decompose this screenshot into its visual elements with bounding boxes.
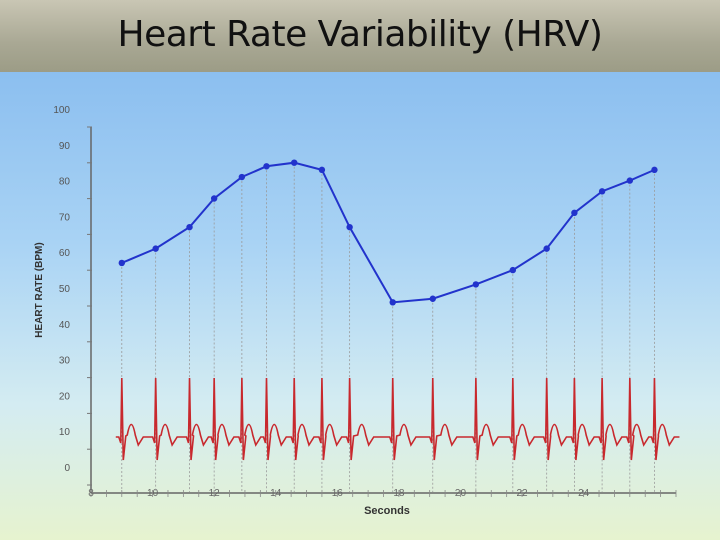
data-point: [651, 166, 658, 174]
data-point: [152, 245, 159, 252]
data-point: [598, 188, 606, 195]
x-tick-label: 8: [88, 488, 94, 499]
y-tick-label: 80: [59, 177, 71, 188]
y-tick-label: 10: [59, 427, 71, 438]
data-point: [389, 299, 396, 306]
x-tick-label: 14: [270, 488, 282, 499]
y-tick-label: 70: [59, 212, 71, 223]
data-point: [626, 177, 634, 184]
title-bar: [0, 0, 720, 72]
data-point: [543, 245, 550, 252]
y-tick-group: 0 10 20 30 40 50 60 70 80 90 100: [53, 105, 92, 486]
slide-title: Heart Rate Variability (HRV): [117, 14, 603, 55]
heart-rate-line: [121, 161, 655, 304]
y-tick-label: 50: [59, 284, 71, 295]
data-point: [210, 195, 218, 202]
data-point: [346, 223, 353, 231]
x-tick-label: 18: [393, 488, 405, 499]
heart-rate-points: [118, 159, 658, 306]
y-tick-label: 0: [64, 463, 70, 474]
y-tick-label: 90: [59, 141, 71, 152]
x-tick-group: 8 10 12 14 16 18 20 22 24: [88, 488, 677, 499]
x-axis-label: Seconds: [364, 505, 410, 517]
data-point: [472, 281, 480, 288]
chart-axes: [90, 127, 676, 494]
drop-lines: [121, 162, 655, 492]
y-tick-label: 100: [53, 105, 70, 116]
y-tick-label: 30: [59, 356, 71, 367]
data-point: [263, 163, 270, 170]
y-tick-label: 40: [59, 320, 71, 331]
data-point: [571, 209, 578, 217]
x-tick-label: 16: [332, 488, 344, 499]
x-tick-label: 12: [209, 488, 221, 499]
x-tick-label: 22: [516, 488, 528, 499]
x-tick-label: 24: [578, 488, 590, 499]
y-axis-label: HEART RATE (BPM): [34, 242, 45, 337]
ecg-trace: [115, 377, 680, 461]
x-tick-label: 20: [455, 488, 467, 499]
y-tick-label: 60: [59, 248, 71, 259]
data-point: [186, 223, 193, 231]
x-tick-label: 10: [147, 488, 159, 499]
data-point: [509, 266, 517, 274]
data-point: [291, 159, 298, 166]
data-point: [238, 173, 246, 181]
data-point: [429, 295, 436, 302]
y-tick-label: 20: [59, 391, 71, 402]
data-point: [118, 259, 125, 267]
data-point: [318, 166, 326, 174]
